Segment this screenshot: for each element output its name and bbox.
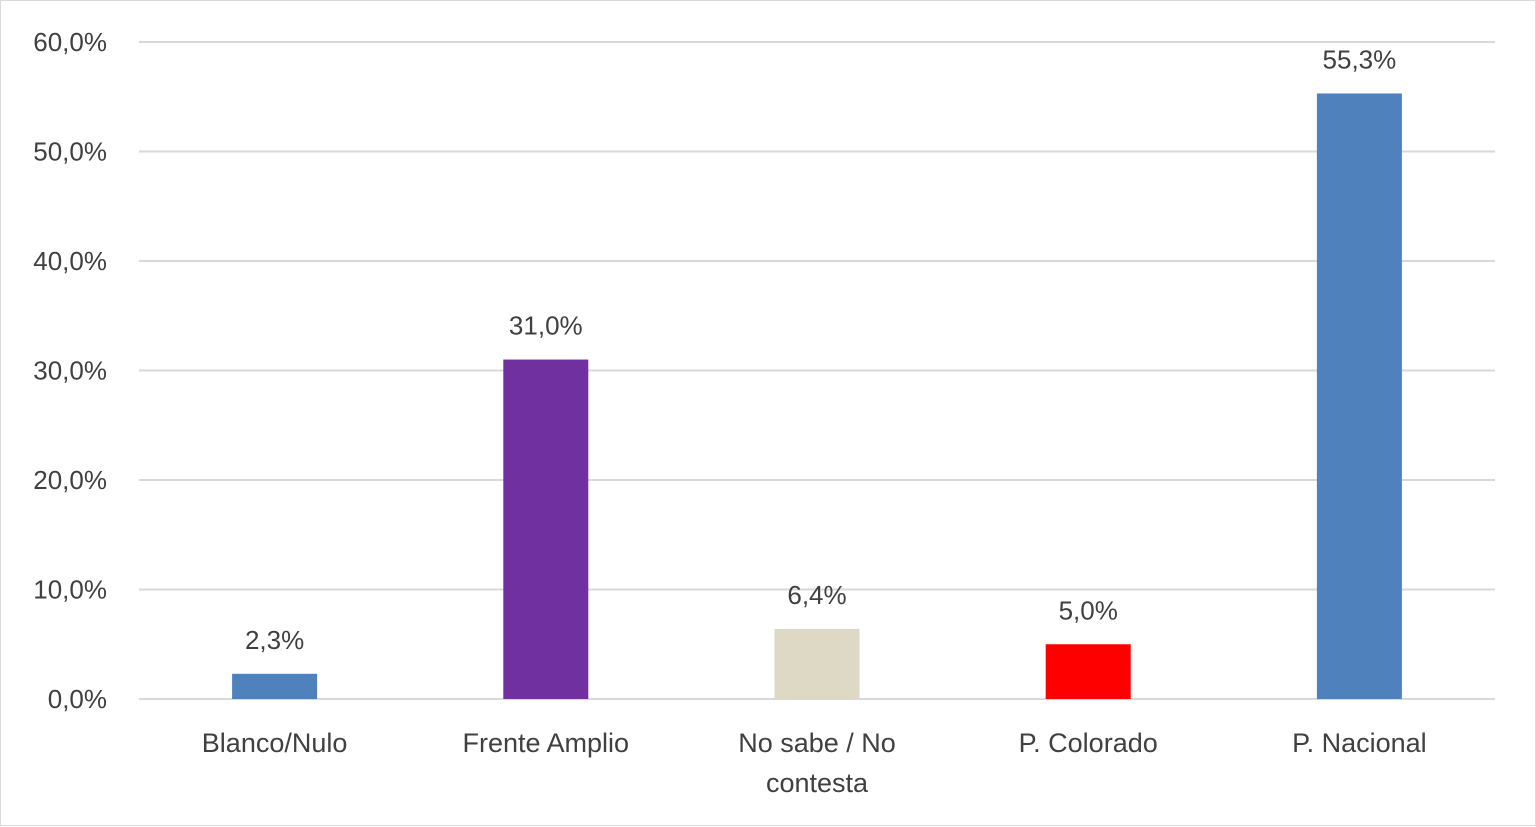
- category-label: P. Colorado: [1019, 728, 1158, 758]
- data-label: 31,0%: [509, 311, 583, 341]
- gridlines: [139, 41, 1495, 700]
- category-label: No sabe / No: [738, 728, 896, 758]
- y-tick-label: 60,0%: [33, 27, 107, 57]
- y-tick-label: 50,0%: [33, 137, 107, 167]
- category-label: Blanco/Nulo: [202, 728, 348, 758]
- y-axis-ticks: 0,0% 10,0% 20,0% 30,0% 40,0% 50,0% 60,0%: [33, 27, 107, 714]
- y-tick-label: 30,0%: [33, 356, 107, 386]
- bar: [774, 628, 860, 699]
- data-label: 5,0%: [1059, 595, 1118, 625]
- bar: [1316, 93, 1402, 700]
- y-tick-label: 20,0%: [33, 465, 107, 495]
- bar: [1045, 644, 1131, 699]
- category-label: P. Nacional: [1292, 728, 1427, 758]
- y-tick-label: 0,0%: [48, 684, 107, 714]
- y-tick-label: 10,0%: [33, 575, 107, 605]
- bars: [232, 93, 1402, 700]
- x-axis-categories: Blanco/Nulo Frente Amplio No sabe / No cont…: [202, 728, 1427, 798]
- bar: [232, 673, 318, 699]
- data-labels: 2,3% 31,0% 6,4% 5,0% 55,3%: [245, 44, 1396, 654]
- data-label: 55,3%: [1323, 44, 1397, 74]
- bar: [503, 359, 589, 699]
- category-label: Frente Amplio: [463, 728, 630, 758]
- data-label: 6,4%: [787, 580, 846, 610]
- data-label: 2,3%: [245, 625, 304, 655]
- category-label: contesta: [766, 768, 869, 798]
- y-tick-label: 40,0%: [33, 246, 107, 276]
